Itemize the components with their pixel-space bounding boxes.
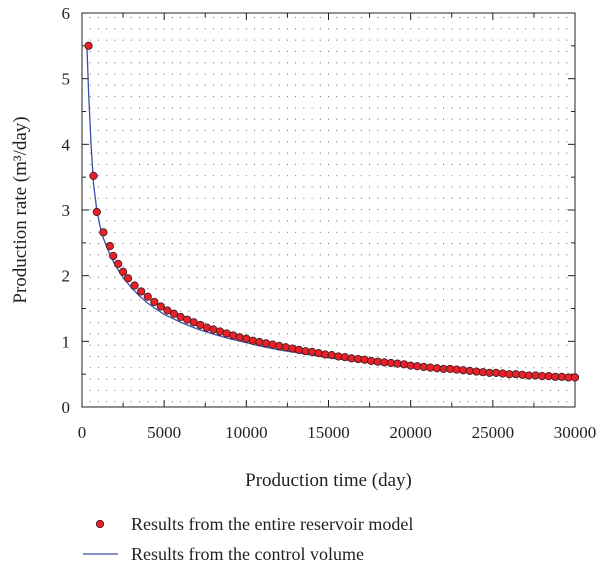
data-point xyxy=(109,251,118,261)
data-point xyxy=(275,341,284,351)
data-point xyxy=(137,287,146,296)
x-tick-label: 30000 xyxy=(554,423,597,442)
y-tick-label: 6 xyxy=(62,4,71,23)
y-tick-label: 3 xyxy=(62,201,71,220)
y-tick-label: 4 xyxy=(62,135,71,154)
legend-label-reservoir-model: Results from the entire reservoir model xyxy=(131,514,413,534)
data-point xyxy=(84,41,93,50)
data-point xyxy=(235,333,244,342)
legend: Results from the entire reservoir model … xyxy=(83,514,413,564)
data-point xyxy=(281,343,290,352)
data-point xyxy=(570,373,580,382)
y-tick-label: 1 xyxy=(62,332,71,351)
data-point xyxy=(156,302,165,311)
control-volume-line xyxy=(86,45,576,379)
data-point xyxy=(99,228,108,237)
data-point xyxy=(143,292,152,301)
dotted-grid xyxy=(89,13,568,407)
data-point xyxy=(307,347,317,356)
data-point xyxy=(340,352,350,362)
data-point xyxy=(294,345,304,354)
data-point xyxy=(288,344,297,353)
data-point xyxy=(150,297,159,307)
y-axis-title: Production rate (m³/day) xyxy=(10,116,31,303)
legend-marker-reservoir-model xyxy=(95,519,105,529)
x-tick-label: 20000 xyxy=(389,423,432,442)
data-point xyxy=(314,349,323,358)
data-point xyxy=(268,340,277,349)
data-point xyxy=(89,171,98,180)
data-point xyxy=(130,281,139,290)
data-point xyxy=(123,274,133,283)
x-tick-label: 5000 xyxy=(147,423,181,442)
data-point xyxy=(118,267,128,276)
data-point xyxy=(105,242,115,251)
data-point xyxy=(255,337,264,347)
y-tick-label: 0 xyxy=(62,398,71,417)
data-point xyxy=(114,259,123,268)
x-tick-label: 25000 xyxy=(472,423,515,442)
data-point xyxy=(327,351,336,360)
y-tick-label: 2 xyxy=(62,267,71,286)
data-point xyxy=(360,355,369,364)
data-point xyxy=(399,360,409,369)
data-point xyxy=(92,207,101,217)
x-tick-label: 0 xyxy=(78,423,87,442)
x-tick-label: 15000 xyxy=(307,423,350,442)
y-tick-label: 5 xyxy=(62,70,71,89)
control-volume-series xyxy=(86,45,576,379)
legend-label-control-volume: Results from the control volume xyxy=(131,544,364,564)
x-axis-title: Production time (day) xyxy=(245,470,412,491)
x-tick-label: 10000 xyxy=(225,423,268,442)
axis-ticks: 0 5000 10000 15000 20000 25000 30000 0 1 2 3 4 5 6 xyxy=(62,4,597,442)
data-point xyxy=(261,339,271,348)
data-point xyxy=(248,336,258,345)
reservoir-model-series xyxy=(84,41,580,382)
data-point xyxy=(163,306,172,315)
data-point xyxy=(169,309,179,318)
